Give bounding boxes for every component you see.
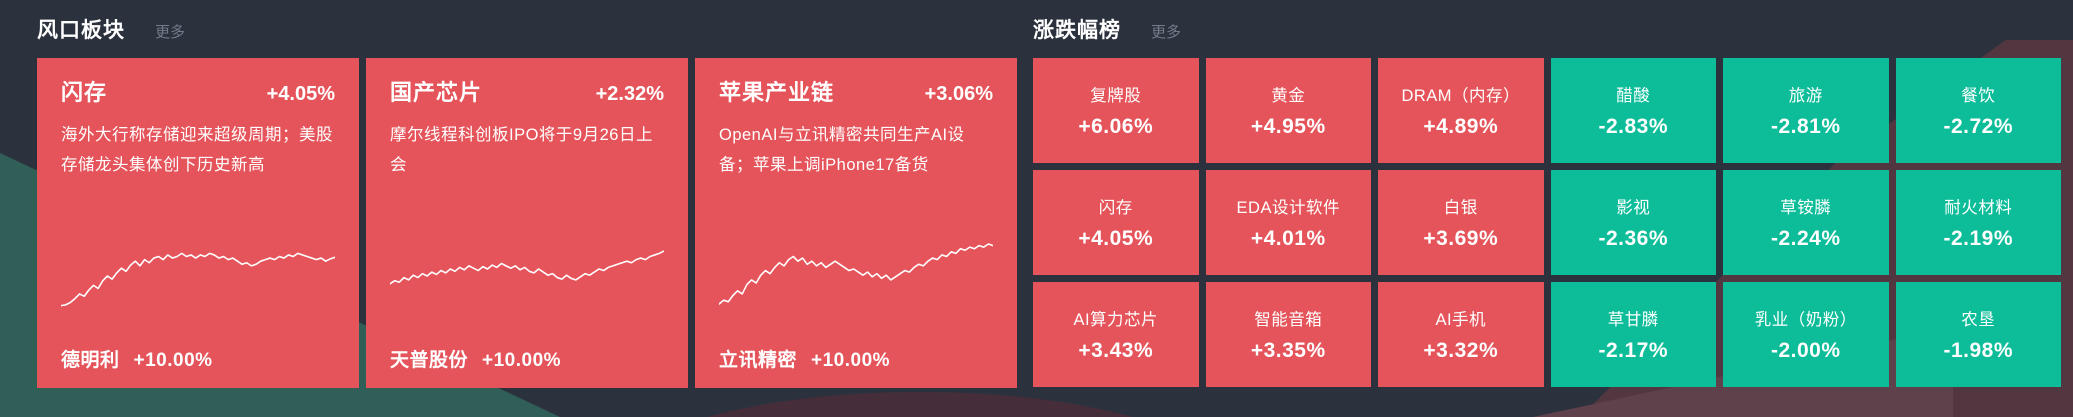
tile-change-value: +3.69% [1423,227,1499,250]
ranking-more-link[interactable]: 更多 [1151,24,1182,41]
card-header: 闪存 +4.05% [61,75,335,107]
tile-change-value: +3.32% [1423,339,1499,362]
tile-change-value: +4.05% [1078,227,1154,250]
sector-tile[interactable]: 草甘膦 -2.17% [1550,282,1716,387]
leader-stock-name: 德明利 [61,350,120,371]
leader-stock-change: +10.00% [133,350,213,371]
sector-tile[interactable]: 乳业（奶粉） -2.00% [1723,282,1889,387]
tile-change-value: +3.43% [1078,339,1154,362]
leader-stock-change: +10.00% [482,350,562,371]
hot-sectors-section: 风口板块 更多 闪存 +4.05% 海外大行称存储迎来超级周期；美股存储龙头集体… [37,14,1022,388]
tile-sector-name: 旅游 [1788,87,1823,105]
tile-sector-name: 乳业（奶粉） [1754,311,1857,329]
tile-change-value: -2.81% [1770,115,1841,138]
leader-stock-name: 天普股份 [390,350,469,371]
sector-tile[interactable]: 智能音箱 +3.35% [1205,282,1371,387]
tile-sector-name: EDA设计软件 [1236,199,1340,217]
hot-sectors-title: 风口板块 [37,19,125,42]
tile-sector-name: 草甘膦 [1607,311,1659,329]
tile-change-value: -2.24% [1770,227,1841,250]
sector-tile[interactable]: DRAM（内存） +4.89% [1378,58,1544,163]
sector-tile[interactable]: 复牌股 +6.06% [1033,58,1199,163]
ranking-grid: 复牌股 +6.06% 黄金 +4.95% DRAM（内存） +4.89% 醋酸 … [1033,58,2061,387]
tile-sector-name: 耐火材料 [1944,199,2013,217]
sector-tile[interactable]: 耐火材料 -2.19% [1895,170,2061,275]
sector-tile[interactable]: 醋酸 -2.83% [1550,58,1716,163]
card-leader-stock[interactable]: 天普股份 +10.00% [390,345,664,372]
sector-card[interactable]: 国产芯片 +2.32% 摩尔线程科创板IPO将于9月26日上会 天普股份 +10… [366,58,688,388]
card-leader-stock[interactable]: 德明利 +10.00% [61,345,335,372]
tile-sector-name: 醋酸 [1616,87,1651,105]
sector-tile[interactable]: 黄金 +4.95% [1205,58,1371,163]
card-header: 苹果产业链 +3.06% [719,75,993,107]
tile-sector-name: 复牌股 [1090,87,1142,105]
sector-tile[interactable]: 旅游 -2.81% [1723,58,1889,163]
bg-decoration-hill [620,392,1220,417]
sector-tile[interactable]: 影视 -2.36% [1550,170,1716,275]
card-header: 国产芯片 +2.32% [390,75,664,107]
tile-sector-name: 农垦 [1961,311,1996,329]
sparkline-chart [390,237,664,315]
tile-sector-name: 影视 [1616,199,1651,217]
tile-change-value: -2.83% [1598,115,1669,138]
hot-sectors-more-link[interactable]: 更多 [155,24,186,41]
tile-change-value: +4.01% [1250,227,1326,250]
tile-sector-name: AI手机 [1435,311,1487,329]
card-sector-name: 闪存 [61,80,108,105]
hot-sector-cards: 闪存 +4.05% 海外大行称存储迎来超级周期；美股存储龙头集体创下历史新高 德… [37,58,1022,388]
sector-card[interactable]: 闪存 +4.05% 海外大行称存储迎来超级周期；美股存储龙头集体创下历史新高 德… [37,58,359,388]
card-news-summary: 海外大行称存储迎来超级周期；美股存储龙头集体创下历史新高 [61,126,333,174]
tile-change-value: -2.72% [1943,115,2014,138]
leader-stock-change: +10.00% [811,350,891,371]
tile-change-value: +4.95% [1250,115,1326,138]
card-sector-name: 苹果产业链 [719,80,835,105]
tile-change-value: -2.19% [1943,227,2014,250]
sector-tile[interactable]: AI手机 +3.32% [1378,282,1544,387]
tile-change-value: +6.06% [1078,115,1154,138]
ranking-section: 涨跌幅榜 更多 复牌股 +6.06% 黄金 +4.95% DRAM（内存） +4… [1033,14,2061,387]
sector-tile[interactable]: 餐饮 -2.72% [1895,58,2061,163]
tile-sector-name: 智能音箱 [1254,311,1323,329]
card-change-value: +3.06% [924,83,993,105]
tile-sector-name: 白银 [1443,199,1478,217]
ranking-header: 涨跌幅榜 更多 [1033,14,2061,46]
tile-change-value: +3.35% [1250,339,1326,362]
sparkline-chart [719,237,993,315]
tile-sector-name: AI算力芯片 [1073,311,1159,329]
sector-tile[interactable]: AI算力芯片 +3.43% [1033,282,1199,387]
card-leader-stock[interactable]: 立讯精密 +10.00% [719,345,993,372]
tile-sector-name: 餐饮 [1961,87,1996,105]
tile-change-value: -2.17% [1598,339,1669,362]
sector-card[interactable]: 苹果产业链 +3.06% OpenAI与立讯精密共同生产AI设备；苹果上调iPh… [695,58,1017,388]
card-news-summary: 摩尔线程科创板IPO将于9月26日上会 [390,126,653,174]
leader-stock-name: 立讯精密 [719,350,798,371]
tile-sector-name: DRAM（内存） [1401,87,1521,105]
hot-sectors-header: 风口板块 更多 [37,14,1022,46]
tile-change-value: -1.98% [1943,339,2014,362]
tile-sector-name: 草铵膦 [1780,199,1832,217]
tile-change-value: +4.89% [1423,115,1499,138]
sector-tile[interactable]: 闪存 +4.05% [1033,170,1199,275]
tile-change-value: -2.36% [1598,227,1669,250]
tile-change-value: -2.00% [1770,339,1841,362]
sector-tile[interactable]: 草铵膦 -2.24% [1723,170,1889,275]
sector-tile[interactable]: 农垦 -1.98% [1895,282,2061,387]
sector-tile[interactable]: EDA设计软件 +4.01% [1205,170,1371,275]
card-sector-name: 国产芯片 [390,80,483,105]
card-change-value: +2.32% [595,83,664,105]
tile-sector-name: 黄金 [1271,87,1306,105]
card-news-summary: OpenAI与立讯精密共同生产AI设备；苹果上调iPhone17备货 [719,126,965,174]
ranking-title: 涨跌幅榜 [1033,19,1121,42]
tile-sector-name: 闪存 [1098,199,1133,217]
card-change-value: +4.05% [266,83,335,105]
sector-tile[interactable]: 白银 +3.69% [1378,170,1544,275]
sparkline-chart [61,237,335,315]
